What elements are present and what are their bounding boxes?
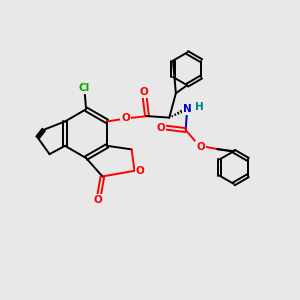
Text: O: O: [93, 195, 102, 205]
Text: Cl: Cl: [79, 83, 90, 94]
Text: O: O: [121, 113, 130, 123]
Text: O: O: [136, 166, 144, 176]
Text: H: H: [195, 102, 204, 112]
Text: O: O: [157, 123, 165, 133]
Text: O: O: [196, 142, 205, 152]
Text: N: N: [183, 104, 191, 114]
Text: O: O: [140, 87, 148, 97]
